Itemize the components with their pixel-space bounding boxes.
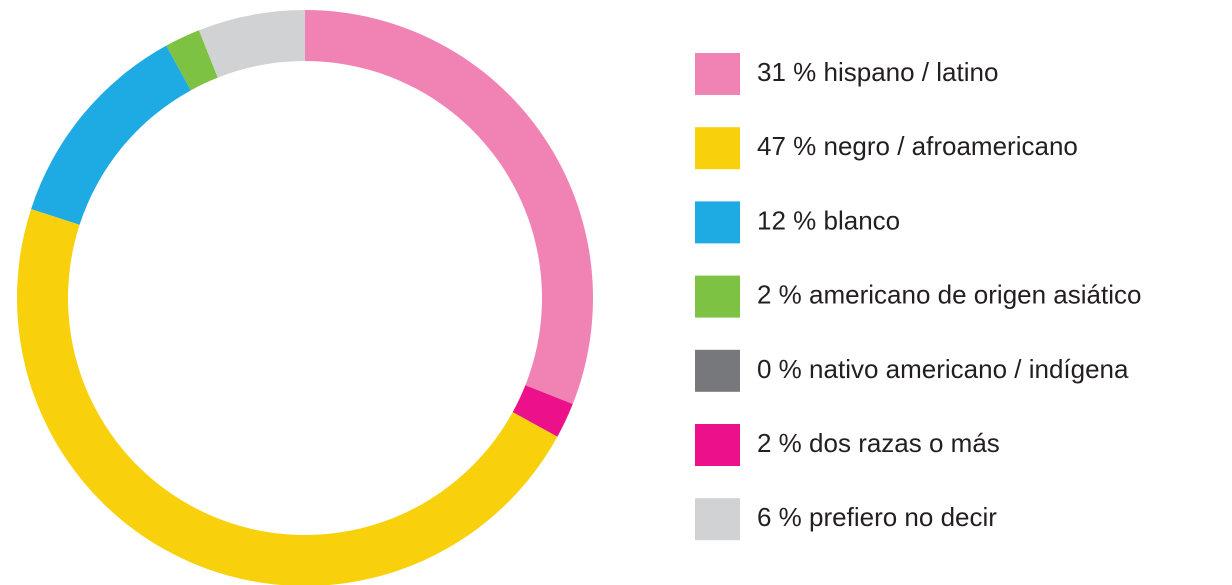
legend-space [802,428,809,458]
legend-swatch [695,275,740,318]
legend-space [816,205,823,235]
legend-space [816,57,823,87]
legend-label: 0 % nativo americano / indígena [757,354,1129,384]
legend-category: blanco [824,205,901,235]
legend-category: prefiero no decir [809,502,997,532]
donut-slice [31,45,191,225]
legend-category: dos razas o más [809,428,1000,458]
legend-swatch [695,201,740,244]
legend-category: hispano / latino [824,57,999,87]
legend-swatch [695,498,740,541]
legend-space [802,354,809,384]
legend-value: 2 % [757,279,802,309]
donut-slice [305,10,593,405]
donut-slice [17,209,558,585]
donut-slice [512,385,573,437]
legend-space [802,502,809,532]
donut-slice [198,10,305,78]
legend-value: 31 % [757,57,816,87]
legend-label: 2 % americano de origen asiático [757,279,1141,309]
legend-category: nativo americano / indígena [809,354,1129,384]
legend-value: 0 % [757,354,802,384]
legend-label: 47 % negro / afroamericano [757,131,1078,161]
legend-swatch [695,127,740,170]
legend-category: negro / afroamericano [824,131,1078,161]
legend-label: 6 % prefiero no decir [757,502,997,532]
legend-space [802,279,809,309]
legend-value: 12 % [757,205,816,235]
legend-value: 47 % [757,131,816,161]
legend-label: 2 % dos razas o más [757,428,1000,458]
legend-swatch [695,53,740,95]
legend-value: 2 % [757,428,802,458]
legend-swatch [695,349,740,392]
donut-slice [166,30,218,91]
legend-value: 6 % [757,502,802,532]
legend-label: 31 % hispano / latino [757,57,998,87]
legend-space [816,131,823,161]
legend-category: americano de origen asiático [809,279,1141,309]
legend-swatch [695,424,740,466]
legend-label: 12 % blanco [757,205,900,235]
